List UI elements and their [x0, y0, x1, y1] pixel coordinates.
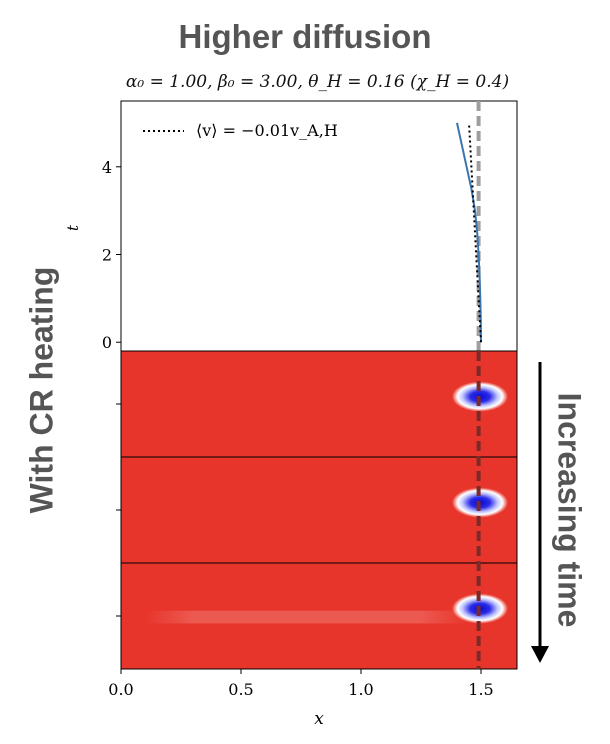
figure-title: Higher diffusion	[178, 18, 432, 55]
figure-subtitle: α₀ = 1.00, β₀ = 3.00, θ_H = 0.16 (χ_H = …	[125, 72, 510, 92]
x-tick-label: 1.5	[468, 680, 493, 699]
time-arrow	[531, 362, 549, 663]
x-tick-label: 0.5	[228, 680, 253, 699]
x-tick-label: 1.0	[348, 680, 373, 699]
legend: ⟨v⟩ = −0.01v_A,H	[143, 121, 338, 140]
legend-entry: ⟨v⟩ = −0.01v_A,H	[196, 121, 338, 140]
heatmap-panel-2	[116, 456, 518, 564]
y-axis-label: t	[64, 224, 82, 231]
heatmap-panel-1	[116, 350, 518, 458]
x-tick-label: 0.0	[108, 680, 133, 699]
heatmap-panel-3	[116, 562, 518, 670]
trajectory-line	[456, 122, 482, 343]
y-tick-label: 2	[102, 246, 112, 265]
x-axis-label: x	[314, 709, 324, 729]
faint-streak	[145, 610, 469, 624]
y-tick-label: 4	[102, 158, 112, 177]
y-tick-label: 0	[102, 333, 112, 352]
line-plot-frame	[120, 100, 518, 352]
fit-dotted-line	[468, 122, 482, 343]
